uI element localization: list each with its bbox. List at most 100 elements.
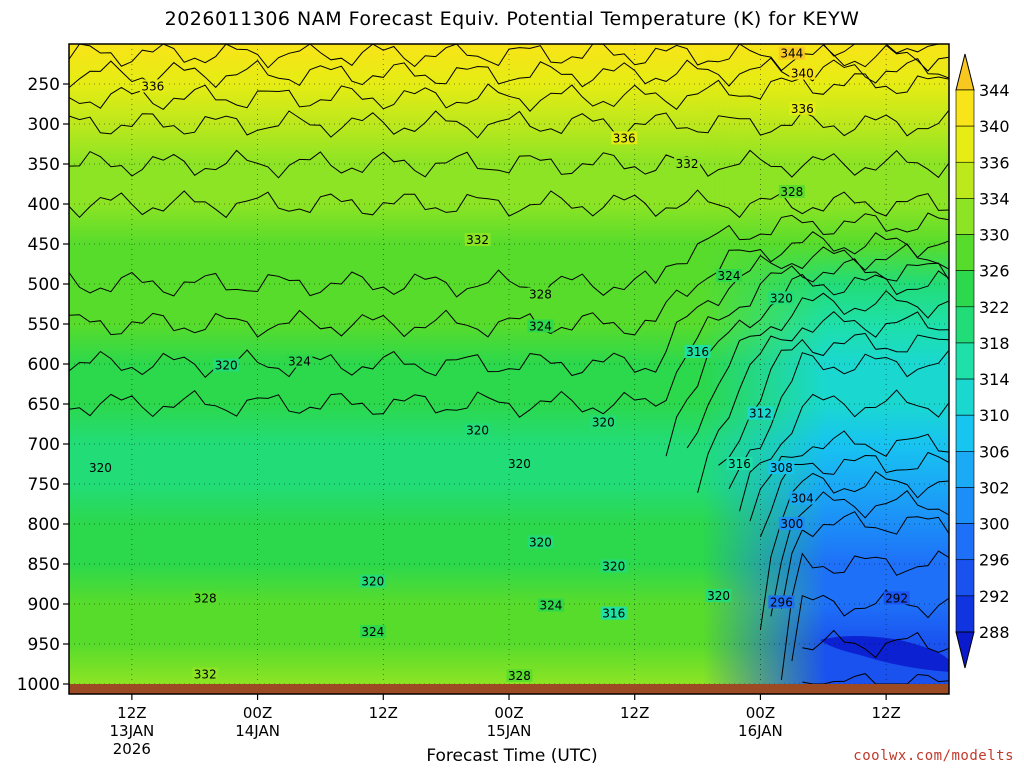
colorbar-label: 318	[979, 334, 1010, 353]
y-tick-label: 700	[28, 435, 60, 455]
contour-label: 296	[770, 595, 793, 609]
contour-label: 316	[602, 607, 625, 621]
colorbar-label: 322	[979, 298, 1010, 317]
contour-label-bg	[726, 457, 753, 470]
colorbar-segment	[955, 523, 975, 561]
y-tick-label: 550	[28, 315, 60, 335]
contour-line	[686, 290, 949, 449]
contour-line	[69, 212, 949, 298]
colorbar-segment	[955, 451, 975, 488]
colorbar-segment	[955, 306, 975, 344]
contour-line	[802, 629, 949, 659]
y-tick-label: 300	[28, 115, 60, 135]
y-tick-label: 750	[28, 475, 60, 495]
contour-line	[791, 589, 949, 662]
contour-line	[770, 489, 949, 617]
contour-label: 336	[791, 102, 814, 116]
contour-label: 304	[791, 491, 814, 505]
contour-label: 332	[194, 667, 217, 681]
contour-label-bg	[600, 559, 627, 573]
contour-line	[802, 673, 949, 684]
contour-label: 336	[613, 131, 636, 145]
contour-line	[69, 258, 949, 418]
colorbar-label: 300	[979, 515, 1010, 534]
contour-label-bg	[213, 358, 240, 372]
colorbar-label: 326	[979, 262, 1010, 281]
cold-pool-core	[820, 636, 949, 672]
plot-area: 344 340 336 336 336 332 328 332 324 328 320 324 316 3…	[69, 44, 949, 684]
contour-label-bg	[192, 591, 219, 605]
contour-label: 316	[728, 457, 751, 471]
credit-text: coolwx.com/modelts	[853, 748, 1014, 764]
contour-label: 320	[361, 575, 384, 589]
colorbar-segment	[955, 559, 975, 597]
x-tick-label: 2026	[113, 740, 151, 758]
contour-label-bg	[527, 535, 554, 549]
colorbar-label: 306	[979, 442, 1010, 461]
contour-label-bg	[359, 625, 386, 638]
contour-label: 320	[602, 559, 625, 573]
contour-line	[665, 270, 949, 457]
colorbar-bottom-arrow	[955, 631, 975, 669]
contour-line	[718, 332, 949, 466]
contour-label-bg	[768, 595, 795, 609]
y-tick-label: 900	[28, 595, 60, 615]
contour-label-bg	[506, 669, 533, 682]
colorbar-label: 292	[979, 587, 1010, 606]
y-axis-ticks: 250 300 350 400 450 500 550 600 650 700 750 800 850 9…	[17, 75, 69, 695]
contour-label-bg	[590, 415, 617, 429]
contour-line	[69, 149, 949, 179]
colorbar-segment	[955, 198, 975, 235]
y-tick-label: 1000	[17, 675, 60, 695]
contour-line	[69, 231, 949, 338]
colorbar-segment	[955, 487, 975, 524]
y-tick-label: 650	[28, 395, 60, 415]
colorbar-segment	[955, 342, 975, 380]
y-tick-label: 600	[28, 355, 60, 375]
contour-label: 292	[885, 591, 908, 605]
contour-label: 316	[686, 345, 709, 359]
x-tick-label: 00Z	[746, 704, 775, 722]
contour-label-bg	[768, 461, 795, 474]
x-axis-title: Forecast Time (UTC)	[426, 746, 598, 766]
contour-label-bg	[87, 461, 114, 474]
contour-label: 300	[780, 517, 803, 531]
colorbar-segment	[955, 414, 975, 452]
x-tick-label: 00Z	[494, 704, 523, 722]
x-tick-label: 12Z	[369, 704, 398, 722]
y-tick-label: 350	[28, 155, 60, 175]
colorbar-segment	[955, 595, 975, 633]
x-tick-label: 16JAN	[738, 722, 783, 740]
contour-label-bg	[286, 354, 313, 368]
contour-label: 308	[770, 461, 793, 475]
y-tick-label: 950	[28, 635, 60, 655]
colorbar-segment	[955, 270, 975, 308]
x-tick-label: 12Z	[620, 704, 649, 722]
colorbar-segment	[955, 378, 975, 416]
contour-label: 320	[592, 415, 615, 429]
colorbar-segment	[955, 125, 975, 163]
grid-lines	[69, 44, 949, 684]
contour-label-bg	[537, 598, 564, 612]
contour-label: 328	[508, 669, 531, 683]
colorbar-label: 314	[979, 370, 1010, 389]
contour-label: 324	[288, 355, 311, 369]
contour-label-bg	[611, 131, 638, 145]
contour-label-bg	[600, 606, 627, 620]
x-tick-label: 12Z	[117, 704, 146, 722]
contour-label: 332	[466, 233, 489, 247]
contour-label: 320	[707, 589, 730, 603]
contour-line	[728, 349, 949, 490]
contour-label: 328	[529, 287, 552, 301]
contour-label-bg	[778, 517, 805, 530]
ground-strip	[69, 684, 949, 694]
contour-label-bg	[789, 66, 816, 80]
x-tick-label: 14JAN	[235, 722, 280, 740]
contour-label: 320	[770, 291, 793, 305]
contour-label-bg	[778, 46, 805, 60]
contour-label-bg	[684, 345, 711, 358]
contour-label-bg	[778, 185, 805, 198]
contour-label-bg	[789, 491, 816, 505]
contour-label-bg	[674, 157, 701, 170]
x-tick-label: 00Z	[243, 704, 272, 722]
